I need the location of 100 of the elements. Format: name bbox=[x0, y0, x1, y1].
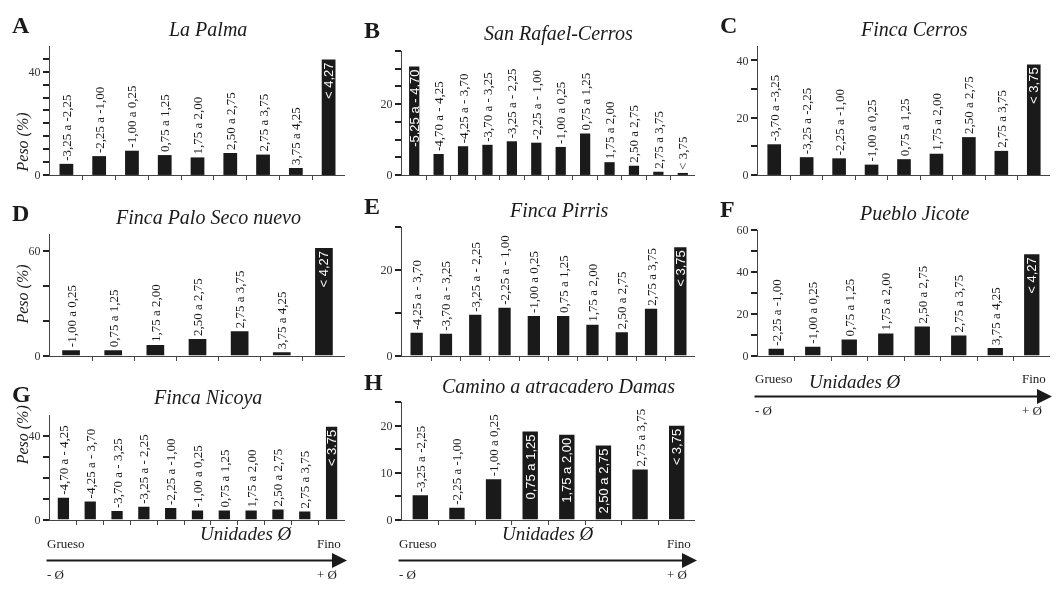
bar bbox=[799, 157, 814, 175]
x-tick-label: -2,25 a -1,00 bbox=[768, 279, 784, 346]
text: E bbox=[364, 193, 381, 219]
x-tick-label: < 4,27 bbox=[316, 250, 332, 288]
chart-title: Finca Palo Seco nuevo bbox=[115, 206, 301, 228]
text: Fino bbox=[317, 536, 341, 551]
y-axis-title: Peso (%) bbox=[13, 112, 32, 173]
text: H bbox=[364, 369, 383, 395]
y-tick-label: 0 bbox=[386, 512, 393, 527]
bar bbox=[57, 497, 70, 520]
bar bbox=[62, 350, 80, 356]
chart-title: Finca Pirris bbox=[509, 199, 609, 221]
y-tick-label: 40 bbox=[736, 264, 749, 279]
x-tick-label: 0,75 a 1,25 bbox=[896, 98, 912, 157]
bar bbox=[951, 335, 967, 356]
bar bbox=[580, 133, 591, 175]
bar bbox=[190, 157, 205, 175]
x-tick-label: < 4,27 bbox=[321, 62, 337, 99]
x-tick-label: 3,75 a 4,25 bbox=[987, 287, 1003, 345]
text: - Ø bbox=[755, 403, 772, 418]
x-tick-label: 0,75 a 1,25 bbox=[157, 94, 173, 153]
x-tick-label: 2,75 a 3,75 bbox=[632, 408, 648, 467]
bar bbox=[506, 141, 517, 175]
x-tick-label: -1,00 a 0,25 bbox=[124, 85, 140, 148]
text: + Ø bbox=[317, 567, 337, 582]
x-tick-label: 3,75 a 4,25 bbox=[288, 107, 304, 165]
bar bbox=[288, 167, 303, 175]
x-tick-label: -2,25 a -1,00 bbox=[91, 86, 107, 154]
x-tick-label: 2,50 a 2,75 bbox=[961, 76, 977, 135]
x-tick-label: < 3,75 bbox=[672, 250, 688, 287]
y-tick-label: 0 bbox=[386, 348, 393, 363]
x-tick-label: 0,75 a 1,25 bbox=[841, 278, 857, 337]
text: Grueso bbox=[47, 536, 85, 551]
x-tick-label: 2,75 a 3,75 bbox=[255, 93, 271, 152]
x-tick-label: 2,75 a 3,75 bbox=[993, 90, 1009, 148]
bar bbox=[157, 155, 172, 175]
x-tick-label: -1,00 a 0,25 bbox=[805, 281, 821, 344]
chart-title: Pueblo Jicote bbox=[859, 202, 970, 224]
bar bbox=[586, 324, 599, 356]
x-tick-label: -4,25 a - 3,70 bbox=[455, 73, 471, 144]
text: C bbox=[720, 12, 738, 38]
x-tick-label: 0,75 a 1,25 bbox=[216, 449, 232, 508]
x-tick-label: -1,00 a 0,25 bbox=[526, 250, 542, 314]
text: Grueso bbox=[399, 536, 437, 551]
bar bbox=[632, 469, 648, 520]
text: D bbox=[12, 200, 30, 226]
x-tick-label: -4,25 a - 3,70 bbox=[409, 260, 425, 330]
bar bbox=[498, 307, 511, 356]
x-tick-label: 0,75 a 1,25 bbox=[577, 72, 593, 131]
y-tick-label: 0 bbox=[34, 348, 41, 363]
bar bbox=[111, 511, 123, 520]
x-tick-label: 1,75 a 2,00 bbox=[602, 101, 618, 160]
chart-title: Finca Cerros bbox=[860, 18, 968, 40]
bar bbox=[218, 510, 230, 520]
bar bbox=[315, 247, 333, 356]
y-tick-label: 20 bbox=[736, 110, 749, 125]
x-tick-label: < 4,27 bbox=[1024, 257, 1040, 294]
bar bbox=[410, 332, 423, 356]
bar bbox=[84, 501, 96, 520]
x-tick-label: 2,50 a 2,75 bbox=[222, 92, 238, 151]
chart-title: San Rafael-Cerros bbox=[484, 22, 633, 45]
bar bbox=[457, 146, 469, 175]
x-tick-label: 1,75 a 2,00 bbox=[584, 263, 600, 322]
x-tick-label: -2,25 a -1,00 bbox=[831, 88, 847, 156]
bar bbox=[929, 153, 944, 175]
text: B bbox=[364, 17, 381, 43]
text: Fino bbox=[667, 536, 691, 551]
y-tick-label: 40 bbox=[28, 65, 41, 80]
x-tick-label: 1,75 a 2,00 bbox=[147, 284, 163, 343]
bar bbox=[59, 163, 74, 175]
text: A bbox=[12, 12, 30, 38]
x-tick-label: -2,25 a -1,00 bbox=[449, 438, 465, 505]
bar bbox=[272, 509, 284, 520]
x-axis-title: Unidades Ø bbox=[809, 371, 902, 392]
bar bbox=[832, 158, 846, 175]
bar bbox=[555, 146, 566, 175]
y-tick-label: 0 bbox=[742, 348, 749, 363]
bar bbox=[527, 316, 540, 356]
x-tick-label: 2,50 a 2,75 bbox=[270, 448, 286, 507]
x-tick-label: < 3,75 bbox=[669, 428, 685, 466]
y-tick-label: 0 bbox=[742, 168, 749, 183]
bar bbox=[557, 316, 570, 356]
y-tick-label: 40 bbox=[736, 53, 749, 68]
x-tick-label: 1,75 a 2,00 bbox=[928, 92, 944, 151]
y-tick-label: 60 bbox=[28, 244, 41, 259]
bar bbox=[841, 339, 857, 356]
bar bbox=[230, 331, 249, 356]
x-tick-label: -3,25 a - 2,25 bbox=[136, 434, 152, 504]
bar bbox=[223, 153, 238, 175]
bar bbox=[615, 332, 628, 356]
y-tick-label: 40 bbox=[28, 429, 41, 444]
bar bbox=[674, 247, 687, 356]
x-tick-label: 3,75 a 4,25 bbox=[274, 291, 290, 350]
bar bbox=[628, 165, 640, 175]
x-tick-label: -3,70 a -3,25 bbox=[766, 74, 782, 142]
y-tick-label: 60 bbox=[736, 222, 749, 237]
x-tick-label: -3,25 a - 2,25 bbox=[504, 68, 520, 139]
bar bbox=[1026, 64, 1041, 175]
bar bbox=[653, 171, 664, 175]
bar bbox=[987, 348, 1003, 356]
